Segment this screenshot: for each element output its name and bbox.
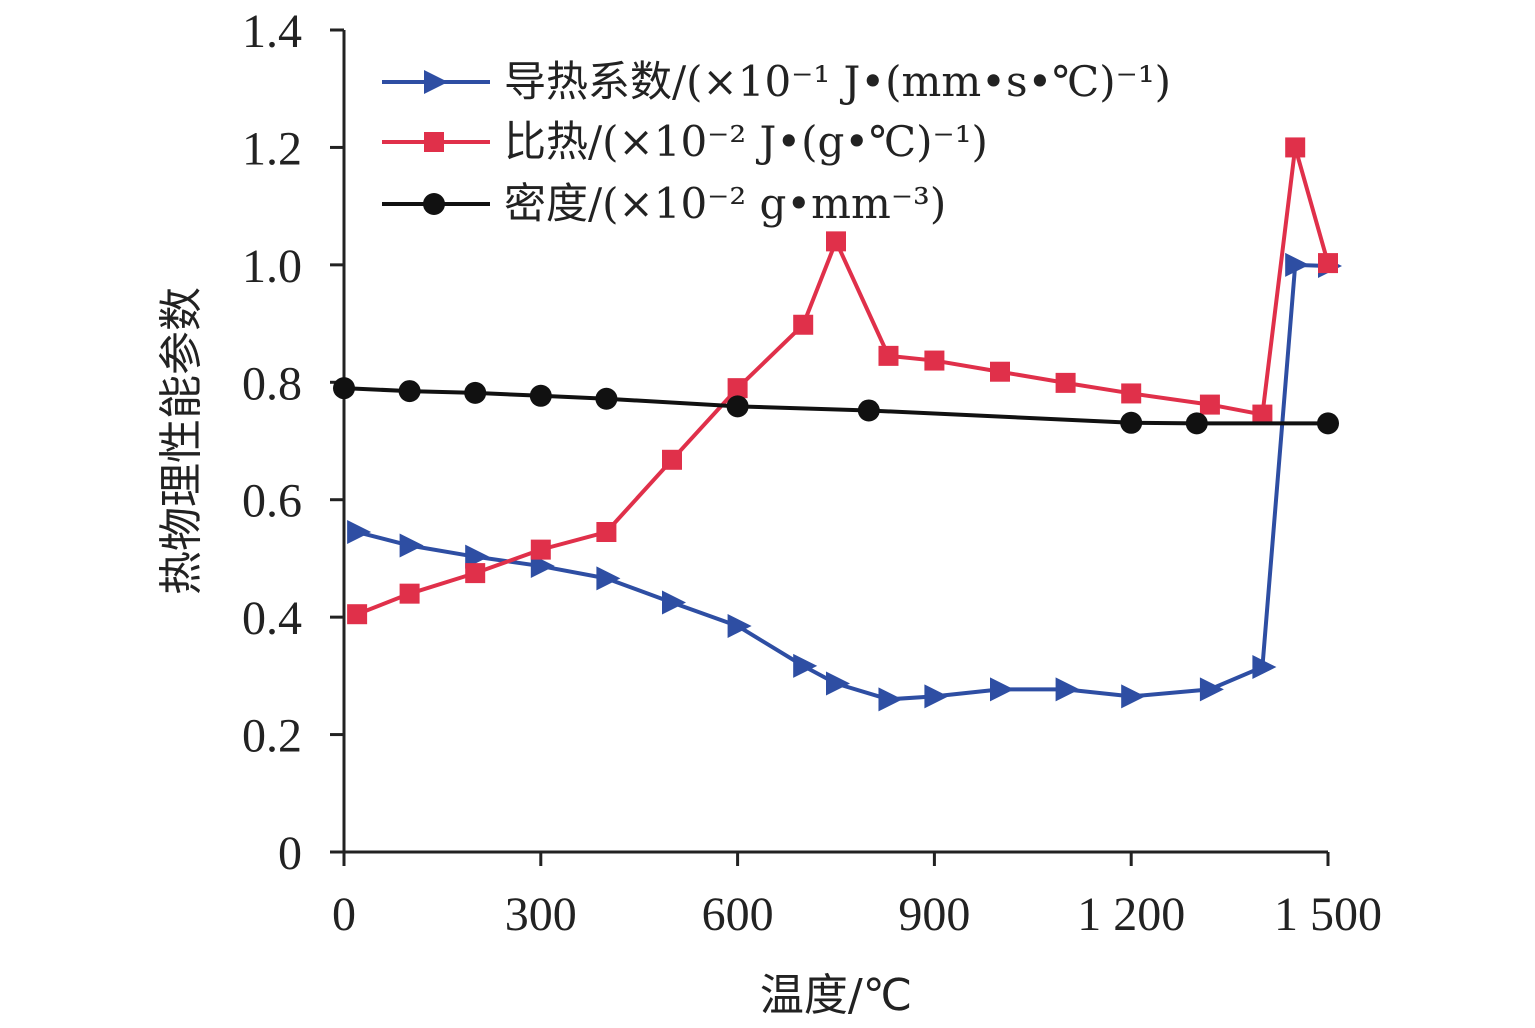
- series-point: [662, 449, 682, 470]
- series-point: [1199, 394, 1220, 415]
- x-tick-label: 1 500: [1274, 888, 1382, 941]
- series-point: [398, 380, 421, 403]
- series-point: [333, 377, 355, 400]
- series-point: [1185, 412, 1208, 435]
- legend-label: 导热系数/(×10⁻¹ J•(mm•s•℃)⁻¹): [504, 57, 1171, 106]
- series-point: [347, 520, 372, 545]
- legend-label: 比热/(×10⁻² J•(g•℃)⁻¹): [504, 117, 988, 166]
- series-point: [924, 350, 945, 371]
- series-point: [924, 684, 949, 709]
- y-tick-label: 0.8: [242, 357, 302, 410]
- series-layer: [333, 137, 1342, 712]
- series-point: [826, 671, 850, 696]
- series-point: [530, 554, 555, 579]
- series-point: [1055, 372, 1076, 393]
- legend-swatch-marker: [424, 70, 448, 94]
- y-tick-label: 0.6: [242, 475, 302, 528]
- series-point: [464, 381, 487, 404]
- series-point: [1121, 684, 1146, 709]
- y-tick-label: 1.4: [242, 5, 302, 58]
- series-point: [1199, 677, 1224, 702]
- x-tick-label: 300: [505, 888, 577, 941]
- axes: 0 0.2 0.4 0.6 0.8 1.0 1.2 1.4 0 300 600 900 1 200 1 …: [242, 5, 1382, 941]
- x-tick-label: 600: [702, 888, 774, 941]
- series-point: [530, 539, 551, 560]
- series-point: [1252, 404, 1273, 425]
- series-point: [878, 687, 903, 712]
- series-point: [1121, 383, 1142, 404]
- series-point: [1285, 137, 1306, 158]
- series-point: [727, 378, 748, 399]
- legend-item: 比热/(×10⁻² J•(g•℃)⁻¹): [382, 117, 988, 166]
- series-point: [990, 361, 1010, 382]
- series-point: [990, 677, 1014, 702]
- series-point: [399, 533, 424, 558]
- y-ticks: 0 0.2 0.4 0.6 0.8 1.0 1.2 1.4: [242, 5, 344, 880]
- y-tick-label: 0: [278, 827, 302, 880]
- series-point: [1285, 252, 1310, 277]
- series-point: [1317, 412, 1339, 435]
- y-tick-label: 0.4: [242, 592, 302, 645]
- series-0: [347, 252, 1342, 712]
- series-point: [793, 653, 818, 678]
- series-point: [662, 590, 686, 615]
- series-point: [727, 613, 752, 638]
- series-point: [857, 399, 880, 422]
- legend-swatch-marker: [423, 193, 445, 215]
- y-tick-label: 1.2: [242, 122, 302, 175]
- y-tick-label: 0.2: [242, 710, 302, 763]
- series-point: [1120, 411, 1143, 434]
- series-point: [878, 345, 899, 366]
- x-tick-label: 900: [898, 888, 970, 941]
- series-point: [726, 395, 749, 418]
- series-point: [595, 387, 618, 410]
- series-point: [465, 544, 490, 569]
- series-point: [465, 563, 486, 584]
- series-point: [1055, 677, 1080, 702]
- series-point: [1318, 253, 1338, 274]
- series-point: [596, 522, 617, 543]
- series-point: [826, 231, 846, 252]
- series-point: [529, 384, 552, 407]
- series-point: [793, 314, 814, 335]
- legend-item: 导热系数/(×10⁻¹ J•(mm•s•℃)⁻¹): [382, 57, 1171, 106]
- x-axis-title: 温度/℃: [760, 970, 912, 1021]
- y-axis-title: 热物理性能参数: [156, 287, 207, 595]
- y-tick-label: 1.0: [242, 240, 302, 293]
- series-point: [1252, 655, 1277, 680]
- x-ticks: 0 300 600 900 1 200 1 500: [332, 852, 1382, 941]
- series-line: [343, 386, 1328, 426]
- series-point: [347, 604, 368, 625]
- legend-label: 密度/(×10⁻² g•mm⁻³): [504, 179, 946, 228]
- series-point: [399, 583, 420, 604]
- series-point: [596, 566, 621, 591]
- legend-item: 密度/(×10⁻² g•mm⁻³): [382, 179, 946, 228]
- x-tick-label: 1 200: [1077, 888, 1185, 941]
- series-1: [347, 137, 1338, 625]
- legend: 导热系数/(×10⁻¹ J•(mm•s•℃)⁻¹) 比热/(×10⁻² J•(g•…: [382, 57, 1171, 228]
- x-tick-label: 0: [332, 888, 356, 941]
- legend-swatch-marker: [424, 132, 444, 152]
- series-2: [333, 377, 1339, 435]
- series-line: [356, 262, 1329, 702]
